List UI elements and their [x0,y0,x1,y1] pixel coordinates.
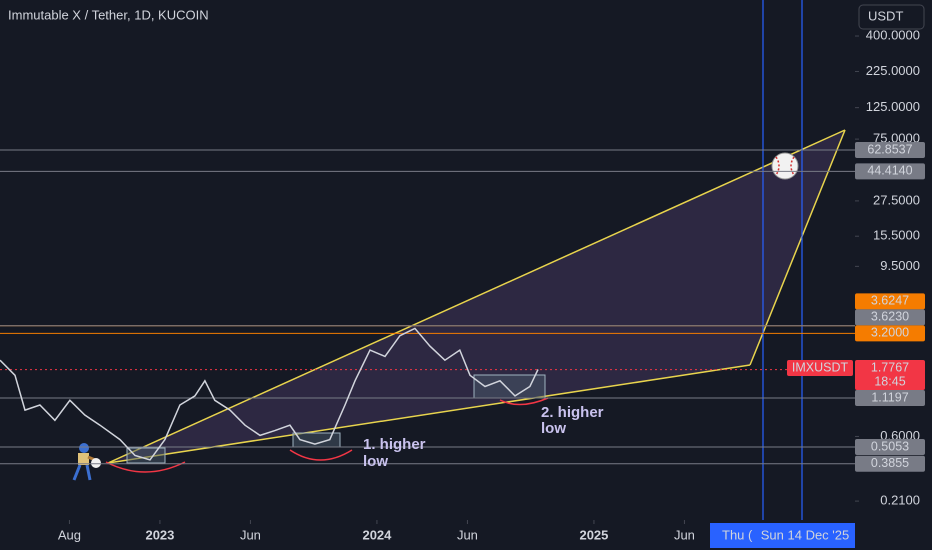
price-tag-label: 44.4140 [867,164,912,178]
low-arc [289,449,353,461]
crosshair-label-box [710,523,762,548]
y-tick-label: 0.2100 [880,493,920,508]
y-tick-label: 225.0000 [866,63,920,78]
price-tag [855,293,925,310]
low-arc [499,397,549,406]
annotation: 2. higher [541,404,604,421]
annotation: low [541,420,566,437]
symbol-tag-label: IMXUSDT [792,360,849,374]
y-tick-label: 9.5000 [880,258,920,273]
currency-button[interactable] [858,4,925,30]
low-arc [105,461,186,473]
price-tag [855,390,925,407]
annotation: low [363,453,388,470]
x-tick-label: 2025 [579,527,608,542]
x-tick-label: Jun [457,527,478,542]
baseball [771,152,799,180]
price-tag-label: 0.3855 [871,456,909,470]
y-tick-label: 400.0000 [866,27,920,42]
crosshair-label-box [755,523,855,548]
chart-title: Immutable X / Tether, 1D, KUCOIN [8,7,209,22]
x-tick-label: 2023 [145,527,174,542]
price-tag [855,325,925,342]
price-tag-label: 1.7767 [871,360,909,374]
range-box [126,447,166,464]
crosshair-label: Thu ( [722,527,753,542]
crosshair-label: Sun 14 Dec '25 [761,527,850,542]
price-tag-label: 3.6230 [871,310,909,324]
price-tag [855,141,925,158]
price-tag [855,439,925,456]
price-tag [855,309,925,326]
y-tick-label: 27.5000 [873,192,920,207]
countdown-label: 18:45 [874,374,905,388]
currency-label[interactable]: USDT [868,8,903,23]
price-tag-label: 3.2000 [871,326,909,340]
x-tick-label: Jun [240,527,261,542]
drawings [72,0,846,520]
trend-line [107,129,846,464]
price-lines [0,149,855,465]
price-tag-label: 1.1197 [871,390,908,404]
price-tag-label: 3.6247 [871,294,909,308]
y-tick-label: 15.5000 [873,228,920,243]
price-line [0,327,539,461]
y-tick-label: 125.0000 [866,99,920,114]
y-tick-label: 75.0000 [873,131,920,146]
symbol-tag [787,360,853,377]
price-tag [855,163,925,180]
x-tick-label: Jun [674,527,695,542]
annotation: 1. higher [363,436,426,453]
x-tick-label: Aug [58,527,81,542]
batter [72,443,101,481]
price-tag-label: 0.5053 [871,439,909,453]
price-tag [855,455,925,472]
price-tag-label: 62.8537 [867,142,912,156]
price-tag [855,360,925,391]
x-tick-label: 2024 [362,527,392,542]
